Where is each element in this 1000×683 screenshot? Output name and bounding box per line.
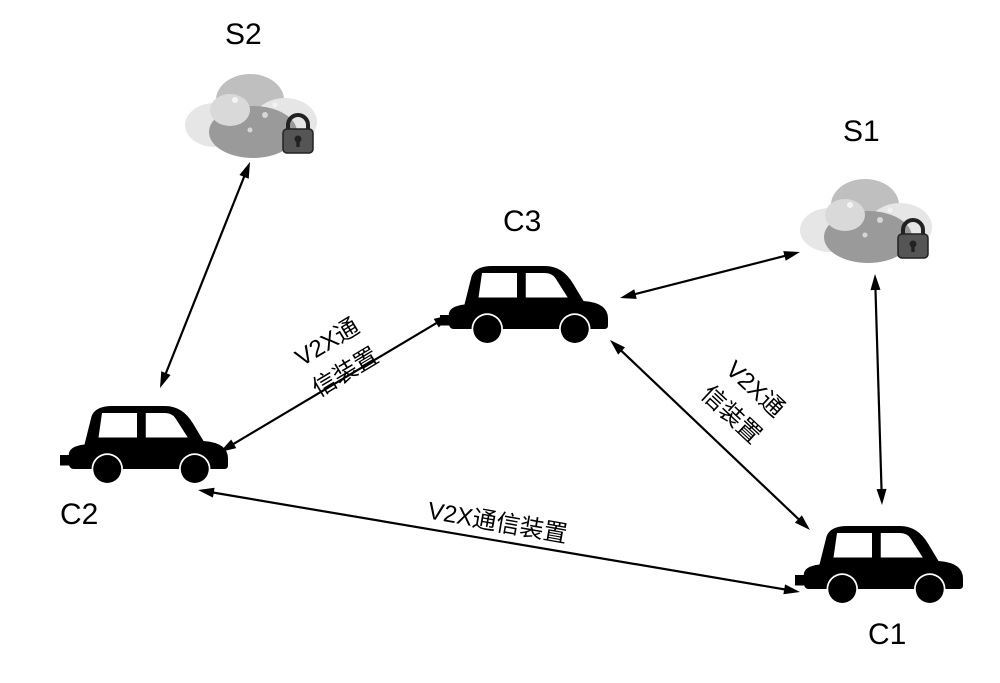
edge-c1-s1 (875, 287, 881, 492)
arrowhead-icon (620, 289, 637, 299)
diagram-stage: C1 C2 C3 S1 (0, 0, 1000, 683)
edge-c3-c1 (619, 349, 800, 521)
car-icon (60, 385, 235, 490)
edge-c3-s1 (632, 255, 787, 295)
car-c3 (440, 245, 615, 350)
arrowhead-icon (877, 489, 887, 505)
cloud-s1 (790, 165, 950, 270)
car-icon (440, 245, 615, 350)
label-s2: S2 (225, 18, 262, 52)
car-c1 (795, 505, 970, 610)
label-s1: S1 (843, 115, 880, 149)
label-c2: C2 (60, 498, 98, 532)
label-c1: C1 (868, 618, 906, 652)
arrowhead-icon (870, 274, 880, 290)
secure-cloud-icon (790, 165, 950, 270)
car-icon (795, 505, 970, 610)
cloud-s2 (175, 60, 335, 165)
car-c2 (60, 385, 235, 490)
label-c3: C3 (503, 205, 541, 239)
secure-cloud-icon (175, 60, 335, 165)
edge-c2-s2 (165, 174, 246, 376)
